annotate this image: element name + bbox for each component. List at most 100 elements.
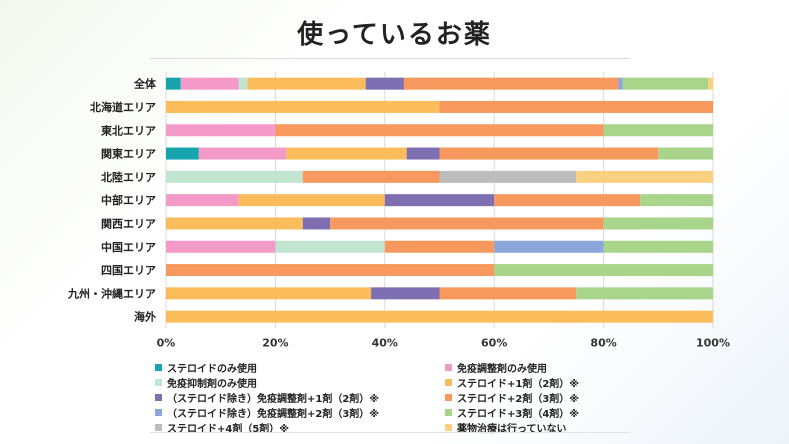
category-label: 中国エリア <box>101 240 156 254</box>
chart-title: 使っているお薬 <box>297 20 492 50</box>
bar-segment <box>406 147 440 160</box>
x-tick-label: 40% <box>372 336 398 349</box>
bar-segment <box>286 147 407 160</box>
bottom-divider <box>150 432 630 433</box>
x-tick-label: 0% <box>157 336 176 349</box>
bar-segment <box>708 77 713 90</box>
bar-segment <box>365 77 404 90</box>
legend-item: 免疫抑制剤のみ使用 <box>155 375 445 390</box>
category-label: 関東エリア <box>101 147 156 161</box>
category-label: 四国エリア <box>101 264 156 277</box>
legend-label: ステロイド+4剤（5剤）※ <box>167 423 290 435</box>
legend-swatch <box>445 363 452 371</box>
bar-segment <box>166 124 276 137</box>
bar-segment <box>330 217 604 230</box>
bar-segment <box>275 124 604 137</box>
bar-segment <box>494 264 713 277</box>
legend-label: ステロイド+2剤（3剤）※ <box>457 393 580 405</box>
legend-label: （ステロイド除き）免疫調整剤+1剤（2剤）※ <box>167 393 380 405</box>
legend: ステロイドのみ使用 免疫調整剤のみ使用免疫抑制剤のみ使用 ステロイド+1剤（2剤）※… <box>155 360 625 435</box>
x-tick-label: 80% <box>590 336 616 349</box>
category-label: 中部エリア <box>101 193 156 207</box>
bar-segment <box>180 77 239 90</box>
legend-item: ステロイド+4剤（5剤）※ <box>155 420 445 435</box>
stacked-bar-chart: 全体北海道エリア東北エリア関東エリア北陸エリア中部エリア関西エリア中国エリア四国… <box>67 72 730 349</box>
legend-item: 免疫調整剤のみ使用 <box>445 360 625 375</box>
bar-segment <box>302 170 440 183</box>
legend-item: （ステロイド除き）免疫調整剤+1剤（2剤）※ <box>155 390 445 405</box>
bar-segment <box>384 194 495 207</box>
legend-label: 薬物治療は行っていない <box>457 423 567 435</box>
legend-label: ステロイドのみ使用 <box>167 363 257 375</box>
legend-item: ステロイドのみ使用 <box>155 360 445 375</box>
bar-segment <box>576 170 713 183</box>
bar-segment <box>618 77 623 90</box>
bar-segment <box>166 77 181 90</box>
category-label: 九州・沖縄エリア <box>67 286 156 300</box>
bar-segment <box>494 194 641 207</box>
legend-item: ステロイド+2剤（3剤）※ <box>445 390 625 405</box>
legend-swatch <box>445 378 452 386</box>
bar-segment <box>658 147 713 160</box>
category-label: 北海道エリア <box>90 100 156 114</box>
bar-segment <box>166 264 495 277</box>
bar-segment <box>622 77 709 90</box>
bar-segment <box>403 77 619 90</box>
x-tick-label: 20% <box>262 336 288 349</box>
legend-label: ステロイド+1剤（2剤）※ <box>457 378 580 390</box>
x-tick-label: 100% <box>696 336 730 349</box>
legend-swatch <box>155 423 162 431</box>
bar-segment <box>166 194 239 207</box>
category-label: 全体 <box>133 77 157 91</box>
bar-segment <box>603 240 713 253</box>
bar-segment <box>166 170 303 183</box>
legend-label: ステロイド+3剤（4剤）※ <box>457 408 580 420</box>
bar-segment <box>166 100 440 113</box>
legend-item: 薬物治療は行っていない <box>445 420 625 435</box>
legend-swatch <box>445 408 452 416</box>
x-tick-label: 60% <box>481 336 507 349</box>
bar-segment <box>166 310 713 323</box>
bar-segment <box>238 77 248 90</box>
category-labels: 全体北海道エリア東北エリア関東エリア北陸エリア中部エリア関西エリア中国エリア四国… <box>67 77 157 324</box>
bar-segment <box>166 217 303 230</box>
bar-segment <box>439 287 577 300</box>
bar-segment <box>166 287 372 300</box>
bar-segment <box>439 147 659 160</box>
category-label: 東北エリア <box>101 123 156 137</box>
title-divider <box>150 58 630 59</box>
bar-segment <box>494 240 604 253</box>
bar-segment <box>603 124 713 137</box>
bar-segment <box>166 240 276 253</box>
bar-segment <box>198 147 287 160</box>
category-label: 関西エリア <box>101 217 156 230</box>
legend-label: 免疫抑制剤のみ使用 <box>167 378 257 390</box>
bar-segment <box>247 77 366 90</box>
bar-segment <box>603 217 713 230</box>
legend-swatch <box>445 393 452 401</box>
bar-segment <box>302 217 331 230</box>
bar-segment <box>371 287 440 300</box>
legend-item: ステロイド+3剤（4剤）※ <box>445 405 625 420</box>
bar-segment <box>384 240 495 253</box>
legend-swatch <box>155 363 162 371</box>
category-label: 北陸エリア <box>101 170 156 184</box>
legend-item: ステロイド+1剤（2剤）※ <box>445 375 625 390</box>
legend-swatch <box>155 378 162 386</box>
x-tick-labels: 0% 20% 40% 60% 80% 100% <box>157 336 730 349</box>
category-label: 海外 <box>134 310 156 324</box>
bar-segment <box>275 240 385 253</box>
legend-swatch <box>155 393 162 401</box>
legend-swatch <box>155 408 162 416</box>
bar-segment <box>640 194 713 207</box>
legend-swatch <box>445 423 452 431</box>
legend-label: 免疫調整剤のみ使用 <box>457 363 547 375</box>
bars <box>166 77 713 323</box>
legend-item: （ステロイド除き）免疫調整剤+2剤（3剤）※ <box>155 405 445 420</box>
bar-segment <box>576 287 713 300</box>
bar-segment <box>238 194 385 207</box>
legend-label: （ステロイド除き）免疫調整剤+2剤（3剤）※ <box>167 408 380 420</box>
bar-segment <box>439 170 577 183</box>
bar-segment <box>439 100 713 113</box>
bar-segment <box>166 147 199 160</box>
